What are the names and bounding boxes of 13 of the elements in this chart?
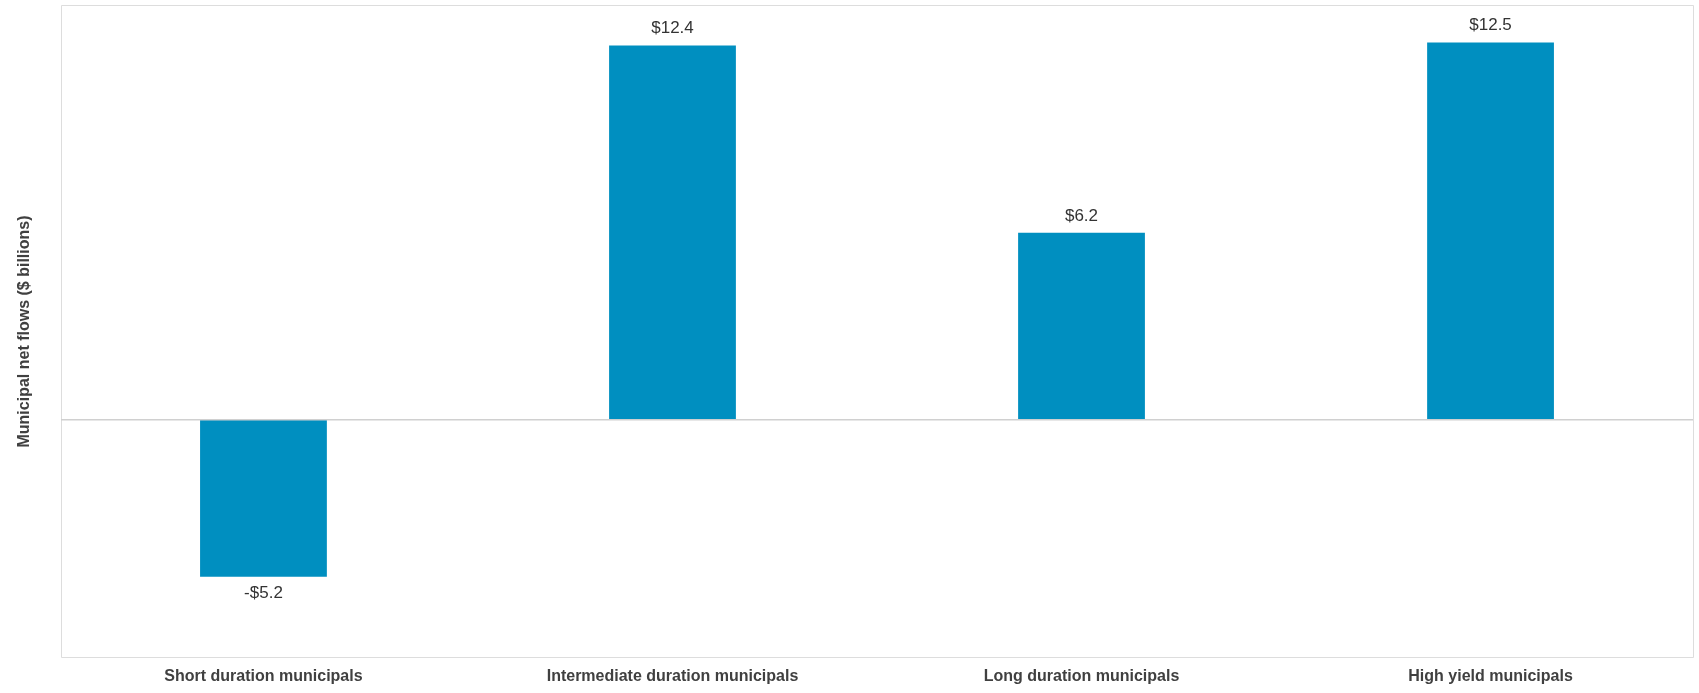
x-tick-label: High yield municipals bbox=[1408, 666, 1573, 684]
data-label: $12.5 bbox=[1469, 15, 1512, 35]
data-label: $12.4 bbox=[651, 18, 694, 38]
bar bbox=[200, 419, 327, 577]
x-tick-label: Intermediate duration municipals bbox=[546, 666, 799, 684]
x-tick-label: Long duration municipals bbox=[983, 666, 1180, 684]
bar bbox=[1427, 42, 1554, 420]
y-axis-title: Municipal net flows ($ billions) bbox=[14, 215, 32, 448]
bar bbox=[609, 45, 736, 420]
data-label: -$5.2 bbox=[244, 582, 283, 602]
x-tick-label: Short duration municipals bbox=[164, 666, 363, 684]
bar bbox=[1018, 232, 1145, 420]
data-label: $6.2 bbox=[1064, 205, 1099, 225]
